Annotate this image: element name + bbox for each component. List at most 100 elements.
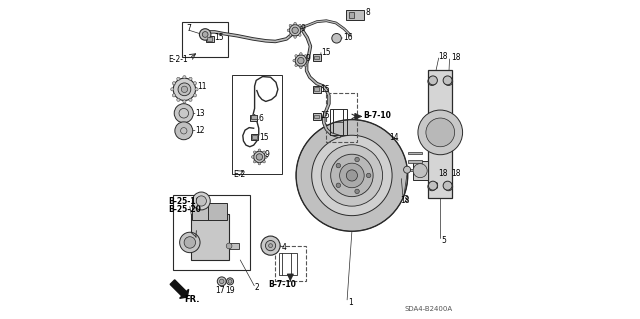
Text: 18: 18 [401, 196, 410, 205]
Circle shape [298, 122, 405, 229]
Circle shape [355, 157, 359, 162]
Text: 19: 19 [225, 286, 235, 295]
Circle shape [180, 232, 200, 253]
Circle shape [321, 145, 383, 206]
Circle shape [196, 196, 207, 206]
Text: 15: 15 [321, 48, 332, 57]
Bar [314, 56, 319, 59]
Circle shape [308, 132, 396, 219]
Circle shape [289, 25, 301, 36]
Text: 15: 15 [320, 111, 330, 120]
Bar [250, 115, 257, 121]
Bar [313, 86, 321, 93]
Circle shape [301, 29, 303, 32]
Text: FR.: FR. [184, 295, 200, 304]
Bar [408, 160, 422, 163]
Text: 15: 15 [214, 33, 224, 41]
Bar [182, 22, 228, 57]
Bar [229, 243, 239, 249]
Bar [413, 161, 428, 180]
Text: SDA4-B2400A: SDA4-B2400A [404, 307, 452, 312]
Circle shape [295, 64, 298, 67]
Text: 6: 6 [259, 115, 264, 123]
Bar [206, 36, 214, 42]
Circle shape [300, 66, 302, 69]
Circle shape [253, 151, 265, 163]
Circle shape [253, 151, 256, 153]
Circle shape [355, 189, 359, 194]
Circle shape [294, 36, 296, 38]
Text: 5: 5 [442, 236, 447, 245]
Circle shape [175, 122, 193, 140]
Text: 8: 8 [365, 8, 370, 17]
Circle shape [418, 110, 463, 155]
Circle shape [428, 181, 437, 190]
Circle shape [172, 94, 175, 97]
Circle shape [171, 88, 174, 91]
Circle shape [331, 154, 373, 197]
Polygon shape [170, 280, 189, 298]
Circle shape [256, 154, 262, 160]
Text: 1: 1 [348, 298, 353, 307]
Bar [191, 214, 229, 260]
Circle shape [307, 59, 309, 62]
Text: 9: 9 [306, 54, 310, 63]
Circle shape [294, 22, 296, 25]
Circle shape [295, 55, 298, 57]
Text: 18: 18 [451, 169, 461, 178]
Circle shape [332, 33, 341, 43]
Bar [408, 169, 422, 171]
Circle shape [443, 181, 452, 190]
Bar [252, 115, 257, 119]
Circle shape [367, 173, 371, 178]
Text: B-25-20: B-25-20 [168, 205, 202, 214]
Bar [208, 203, 227, 220]
Bar [314, 87, 319, 91]
Text: B-7-10: B-7-10 [268, 280, 296, 289]
Circle shape [298, 57, 304, 64]
Circle shape [193, 82, 196, 85]
Text: 17: 17 [216, 286, 225, 295]
Circle shape [189, 98, 192, 101]
Circle shape [193, 94, 196, 97]
Text: 2: 2 [255, 283, 259, 292]
Text: B-25-10: B-25-10 [168, 197, 202, 206]
Circle shape [340, 163, 364, 188]
Bar [313, 54, 321, 61]
Circle shape [258, 162, 260, 165]
Text: 15: 15 [259, 133, 269, 142]
Circle shape [227, 278, 234, 285]
Circle shape [177, 77, 180, 80]
Circle shape [189, 77, 192, 80]
Bar [232, 75, 282, 174]
Text: 18: 18 [438, 52, 448, 61]
Text: 11: 11 [198, 82, 207, 91]
Circle shape [178, 83, 191, 96]
Text: 18: 18 [451, 53, 461, 62]
Circle shape [296, 120, 408, 231]
Bar [326, 93, 357, 142]
Circle shape [195, 88, 198, 91]
Bar [330, 109, 347, 135]
Bar [173, 195, 250, 270]
Circle shape [346, 170, 358, 181]
Circle shape [293, 59, 296, 62]
Bar [275, 246, 306, 281]
Circle shape [301, 124, 403, 226]
Circle shape [261, 236, 280, 255]
Circle shape [303, 127, 401, 224]
Circle shape [413, 164, 427, 178]
Text: 10: 10 [429, 182, 439, 191]
Text: 3: 3 [404, 195, 408, 204]
Circle shape [181, 86, 188, 93]
Text: E-2-1: E-2-1 [168, 56, 188, 64]
Circle shape [258, 149, 260, 152]
Circle shape [172, 82, 175, 85]
Circle shape [299, 24, 301, 27]
Circle shape [177, 98, 180, 101]
Circle shape [444, 77, 452, 85]
Circle shape [289, 34, 292, 36]
Bar [349, 12, 355, 18]
Bar [279, 253, 297, 275]
Circle shape [287, 29, 290, 32]
